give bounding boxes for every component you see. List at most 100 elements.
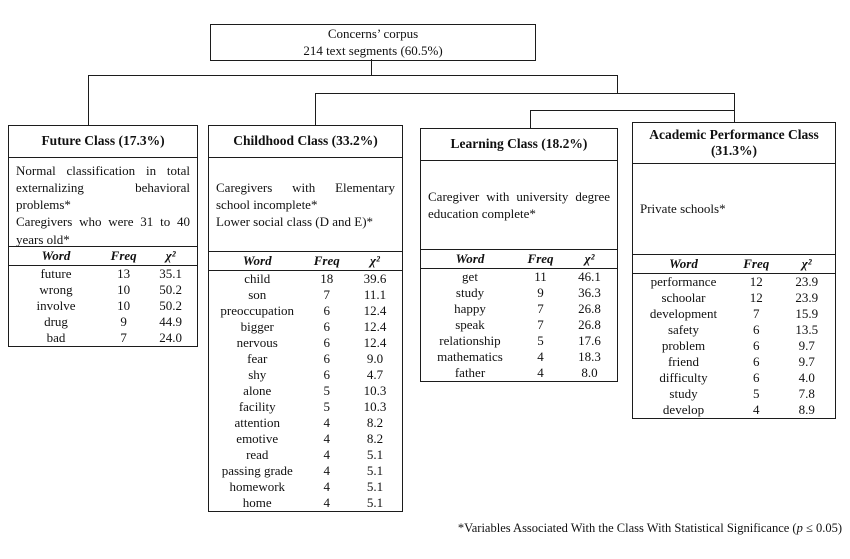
table-cell: 4 <box>537 365 544 380</box>
footnote: *Variables Associated With the Class Wit… <box>458 521 842 536</box>
table-cell: 8.2 <box>366 431 384 446</box>
description-line: Private schools* <box>640 201 726 217</box>
table-header-cell: Freq <box>743 256 770 271</box>
table-cell: 4 <box>537 349 544 364</box>
table-cell: father <box>454 365 486 380</box>
connector-line <box>530 110 531 128</box>
table-header: Word Freq χ² <box>209 252 402 271</box>
class-box-childhood: Childhood Class (33.2%) Caregivers with … <box>208 125 403 512</box>
connector-line <box>734 93 735 122</box>
table-row: study 9 36.3 <box>421 285 617 301</box>
table-row: wrong 10 50.2 <box>9 282 197 298</box>
table-cell: 6 <box>752 370 760 385</box>
table-cell: 10 <box>117 282 131 297</box>
table-cell: bigger <box>240 319 274 334</box>
table-cell: 4 <box>323 463 330 478</box>
table-cell: 5.1 <box>366 495 384 510</box>
table-cell: 17.6 <box>578 333 601 348</box>
table-cell: 4 <box>323 447 330 462</box>
table-cell: wrong <box>39 282 73 297</box>
table-row: father 4 8.0 <box>421 365 617 381</box>
table-cell: 26.8 <box>578 301 601 316</box>
table-cell: attention <box>234 415 281 430</box>
table-row: bad 7 24.0 <box>9 330 197 346</box>
table-cell: 4 <box>323 495 330 510</box>
root-subtitle: 214 text segments (60.5%) <box>303 42 443 58</box>
table-row: mathematics 4 18.3 <box>421 349 617 365</box>
table-cell: 8.2 <box>366 415 384 430</box>
table-cell: son <box>248 287 267 302</box>
class-description: Private schools* <box>633 164 835 255</box>
table-cell: 6 <box>323 303 330 318</box>
table-cell: 4 <box>323 431 330 446</box>
table-cell: 6 <box>323 319 330 334</box>
table-cell: 12 <box>749 274 763 289</box>
table-header-cell: Word <box>455 251 485 266</box>
table-header-cell: χ² <box>369 253 380 268</box>
word-table: Word Freq χ² child 18 39.6 son 7 11.1 preoccupat… <box>209 252 402 511</box>
table-cell: bad <box>46 330 66 345</box>
table-cell: 50.2 <box>159 282 183 297</box>
table-header-cell: Word <box>242 253 272 268</box>
table-cell: 9.7 <box>798 338 815 353</box>
description-line: Lower social class (D and E)* <box>216 214 374 230</box>
table-cell: 10.3 <box>363 383 387 398</box>
table-cell: 26.8 <box>578 317 601 332</box>
table-cell: mathematics <box>437 349 503 364</box>
table-cell: 12.4 <box>363 303 387 318</box>
table-row: homework 4 5.1 <box>209 479 402 495</box>
table-row: performance 12 23.9 <box>633 274 835 290</box>
class-box-learning: Learning Class (18.2%) Caregiver with un… <box>420 128 618 382</box>
table-cell: 5.1 <box>366 463 384 478</box>
table-cell: 5 <box>752 386 760 401</box>
table-header-cell: Freq <box>313 253 340 268</box>
table-cell: 6 <box>323 351 330 366</box>
table-cell: facility <box>238 399 276 414</box>
table-cell: performance <box>650 274 717 289</box>
table-row: develop 4 8.9 <box>633 402 835 418</box>
table-row: involve 10 50.2 <box>9 298 197 314</box>
table-cell: development <box>649 306 718 321</box>
table-cell: 5 <box>323 399 330 414</box>
table-cell: 7 <box>537 301 544 316</box>
table-cell: 12.4 <box>363 319 387 334</box>
table-row: problem 6 9.7 <box>633 338 835 354</box>
connector-line <box>617 75 618 93</box>
connector-line <box>371 59 372 75</box>
connector-line <box>315 93 316 125</box>
table-cell: safety <box>667 322 700 337</box>
table-row: shy 6 4.7 <box>209 367 402 383</box>
table-cell: 11 <box>534 269 547 284</box>
table-cell: 13 <box>117 266 131 281</box>
table-cell: emotive <box>236 431 279 446</box>
footnote-rest: ≤ 0.05) <box>802 521 842 535</box>
table-row: passing grade 4 5.1 <box>209 463 402 479</box>
table-row: safety 6 13.5 <box>633 322 835 338</box>
table-cell: shy <box>248 367 267 382</box>
table-cell: happy <box>454 301 486 316</box>
table-cell: preoccupation <box>220 303 295 318</box>
table-cell: involve <box>36 298 76 313</box>
table-cell: 15.9 <box>795 306 819 321</box>
table-cell: 10.3 <box>363 399 387 414</box>
table-cell: 7 <box>323 287 330 302</box>
table-body: future 13 35.1 wrong 10 50.2 involve 10 50.2 drug… <box>9 266 197 346</box>
table-cell: 8.0 <box>581 365 598 380</box>
root-title: Concerns’ corpus <box>327 26 419 42</box>
table-cell: 6 <box>323 335 330 350</box>
table-row: son 7 11.1 <box>209 287 402 303</box>
table-cell: 8.9 <box>798 402 815 417</box>
table-header-cell: Freq <box>527 251 554 266</box>
table-cell: read <box>246 447 269 462</box>
table-header-cell: χ² <box>165 248 176 263</box>
table-header: Word Freq χ² <box>633 255 835 274</box>
table-cell: passing grade <box>221 463 293 478</box>
table-cell: 5.1 <box>366 447 384 462</box>
table-row: future 13 35.1 <box>9 266 197 282</box>
table-cell: 7 <box>537 317 544 332</box>
table-cell: 11.1 <box>363 287 387 302</box>
word-table: Word Freq χ² future 13 35.1 wrong 10 50.2 involv… <box>9 247 197 346</box>
table-cell: 50.2 <box>159 298 183 313</box>
table-header-cell: Word <box>41 248 71 263</box>
table-header-cell: Word <box>669 256 698 271</box>
